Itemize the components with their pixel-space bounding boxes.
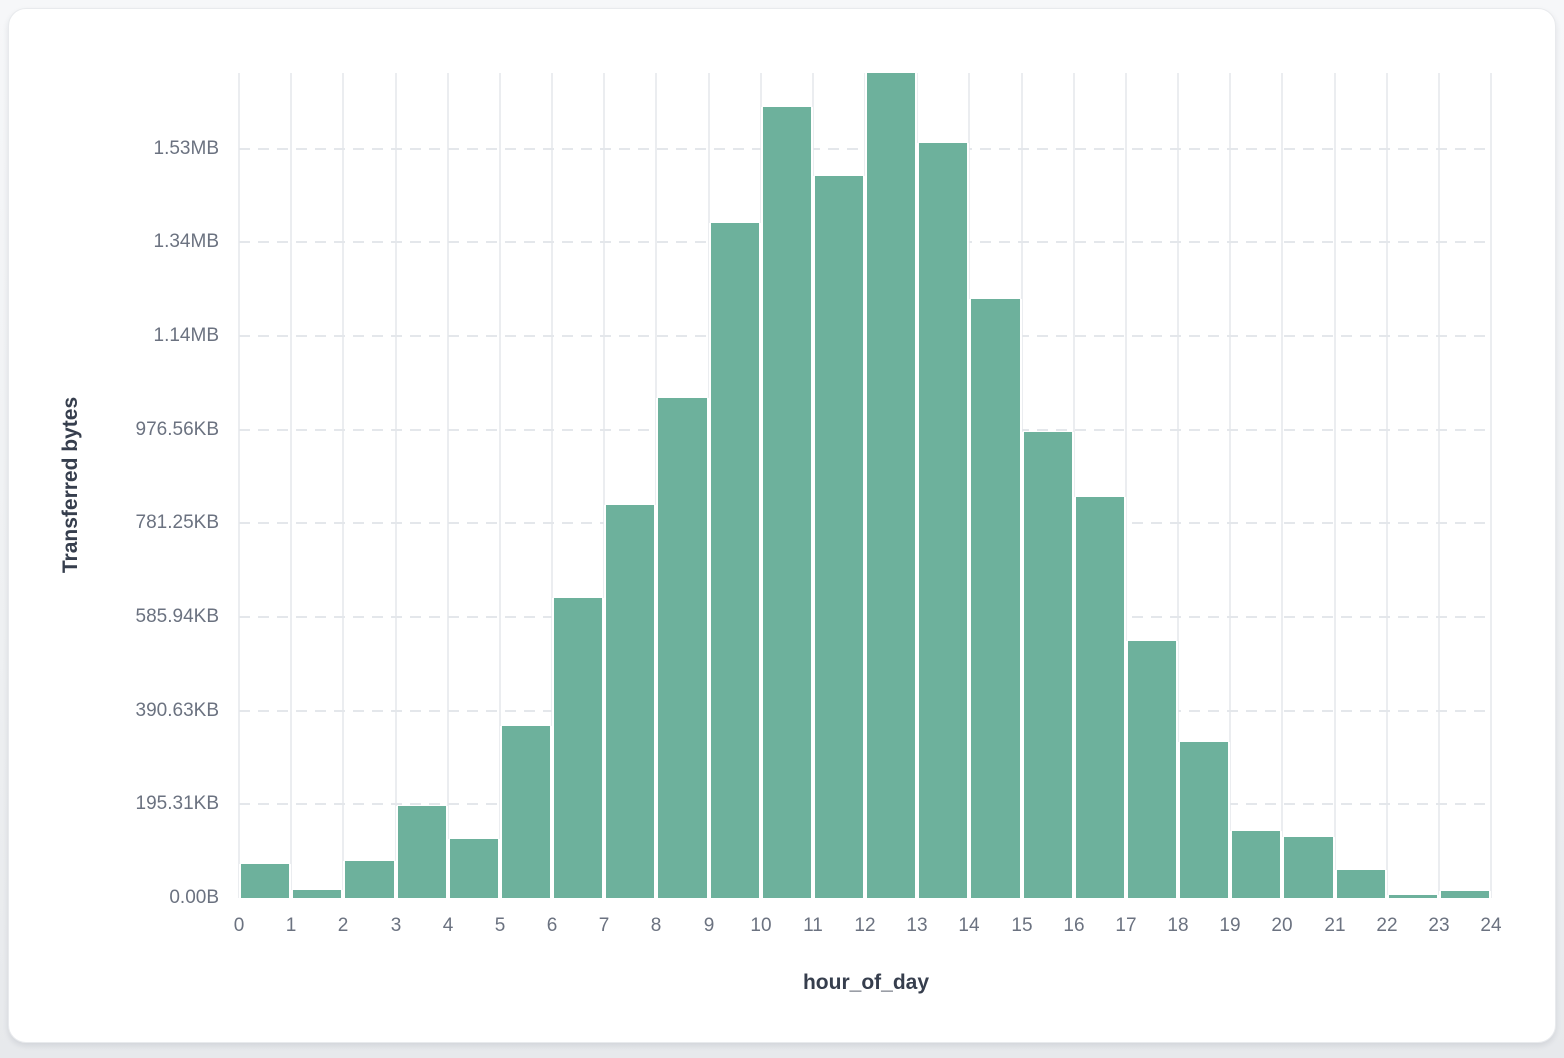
vertical-gridline [1073, 73, 1075, 898]
vertical-gridline [499, 73, 501, 898]
bar-hour-19[interactable] [1230, 831, 1282, 898]
y-tick-label: 585.94KB [135, 606, 219, 627]
vertical-gridline [238, 73, 240, 898]
vertical-gridline [1281, 73, 1283, 898]
y-tick-label: 0.00B [169, 887, 219, 908]
bar-hour-6[interactable] [552, 598, 604, 898]
vertical-gridline [1125, 73, 1127, 898]
x-tick-label: 2 [337, 915, 349, 936]
bar-hour-15[interactable] [1022, 432, 1074, 898]
bar-hour-11[interactable] [813, 176, 865, 898]
bar-hour-5[interactable] [500, 726, 552, 898]
x-tick-label: 16 [1063, 915, 1085, 936]
bar-hour-2[interactable] [343, 861, 396, 898]
bar-hour-18[interactable] [1178, 742, 1230, 898]
y-axis-labels: 0.00B 195.31KB 390.63KB 585.94KB 781.25KB 976… [9, 9, 219, 1042]
bar-hour-22[interactable] [1387, 895, 1439, 898]
x-tick-label: 12 [854, 915, 876, 936]
y-tick-label: 976.56KB [135, 419, 219, 440]
vertical-gridline [551, 73, 553, 898]
vertical-gridline [395, 73, 397, 898]
bar-hour-4[interactable] [448, 839, 500, 898]
x-axis-title: hour_of_day [802, 971, 930, 994]
vertical-gridline [290, 73, 292, 898]
bar-hour-16[interactable] [1074, 497, 1126, 898]
x-tick-label: 6 [546, 915, 558, 936]
x-tick-label: 5 [494, 915, 506, 936]
x-tick-label: 18 [1167, 915, 1189, 936]
chart-card: Transferred bytes 0.00B 195.31KB 390.63KB 5… [8, 8, 1556, 1043]
vertical-gridline [1229, 73, 1231, 898]
x-axis-labels: 0 1 2 3 4 5 6 7 8 9 10 11 12 13 14 15 16 17 18 19 20 21 22 23 24 [9, 9, 1555, 1042]
bar-hour-17[interactable] [1126, 641, 1178, 898]
x-tick-label: 9 [703, 915, 715, 936]
bar-hour-10[interactable] [761, 107, 813, 898]
bar-hour-8[interactable] [656, 398, 709, 898]
x-tick-label: 14 [958, 915, 980, 936]
vertical-gridline [1438, 73, 1440, 898]
vertical-gridline [342, 73, 344, 898]
bar-hour-1[interactable] [291, 890, 343, 898]
vertical-gridline [1490, 73, 1492, 898]
bar-hour-20[interactable] [1282, 837, 1335, 898]
bar-hour-12[interactable] [865, 73, 917, 898]
vertical-gridline [1334, 73, 1336, 898]
y-tick-label: 1.34MB [153, 231, 219, 252]
plot-area [238, 73, 1492, 898]
bar-hour-3[interactable] [396, 806, 448, 898]
x-tick-label: 1 [285, 915, 297, 936]
bar-hour-23[interactable] [1439, 891, 1491, 898]
x-tick-label: 13 [906, 915, 928, 936]
x-tick-label: 10 [750, 915, 772, 936]
x-tick-label: 21 [1324, 915, 1346, 936]
y-tick-label: 1.14MB [153, 325, 219, 346]
x-tick-label: 17 [1115, 915, 1137, 936]
y-tick-label: 195.31KB [135, 793, 219, 814]
y-tick-label: 781.25KB [135, 512, 219, 533]
bar-hour-13[interactable] [917, 143, 969, 898]
x-tick-label: 11 [803, 915, 823, 936]
vertical-gridline [1386, 73, 1388, 898]
bar-hour-21[interactable] [1335, 870, 1387, 898]
y-tick-label: 390.63KB [135, 700, 219, 721]
x-tick-label: 24 [1480, 915, 1502, 936]
x-tick-label: 7 [598, 915, 610, 936]
x-tick-label: 4 [442, 915, 454, 936]
x-tick-label: 0 [233, 915, 245, 936]
vertical-gridline [603, 73, 605, 898]
vertical-gridline [447, 73, 449, 898]
x-tick-label: 19 [1219, 915, 1241, 936]
x-tick-label: 3 [390, 915, 402, 936]
bar-hour-9[interactable] [709, 223, 761, 898]
vertical-gridline [1177, 73, 1179, 898]
bar-hour-7[interactable] [604, 505, 656, 898]
x-tick-label: 20 [1271, 915, 1293, 936]
y-tick-label: 1.53MB [153, 138, 219, 159]
bar-hour-0[interactable] [239, 864, 291, 898]
x-tick-label: 15 [1011, 915, 1033, 936]
x-tick-label: 8 [650, 915, 662, 936]
x-tick-label: 23 [1428, 915, 1450, 936]
bar-hour-14[interactable] [969, 299, 1022, 898]
x-tick-label: 22 [1376, 915, 1398, 936]
